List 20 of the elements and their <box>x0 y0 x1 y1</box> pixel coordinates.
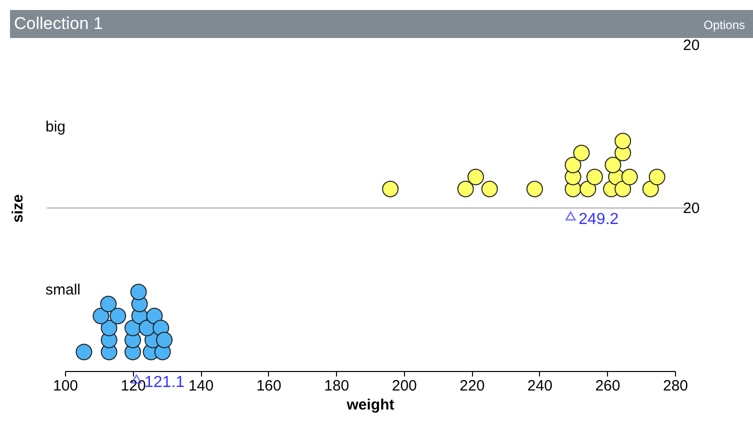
chart-title: Collection 1 <box>14 14 103 34</box>
x-tick-label: 100 <box>52 378 78 394</box>
x-tick-label: 180 <box>324 378 350 394</box>
x-tick-label: 240 <box>527 378 552 394</box>
y-tick-label: small <box>46 282 81 298</box>
x-tick-label: 280 <box>662 378 688 394</box>
x-tick-label: 260 <box>595 378 620 394</box>
x-tick-label: 220 <box>460 378 485 394</box>
x-tick-label: 200 <box>392 378 417 394</box>
y-axis-title: size <box>10 194 26 223</box>
annotation: 249.2 <box>578 211 619 228</box>
text: 20 <box>683 37 700 54</box>
y-tick-label: big <box>46 118 66 136</box>
x-tick-label: 160 <box>256 378 282 394</box>
x-axis-title: weight <box>346 396 394 414</box>
text: 121.1 <box>144 374 185 391</box>
x-tick-label: 120 <box>120 378 146 394</box>
text: Options <box>704 18 745 32</box>
text: 20 <box>683 200 700 217</box>
x-tick-label: 140 <box>188 378 214 394</box>
